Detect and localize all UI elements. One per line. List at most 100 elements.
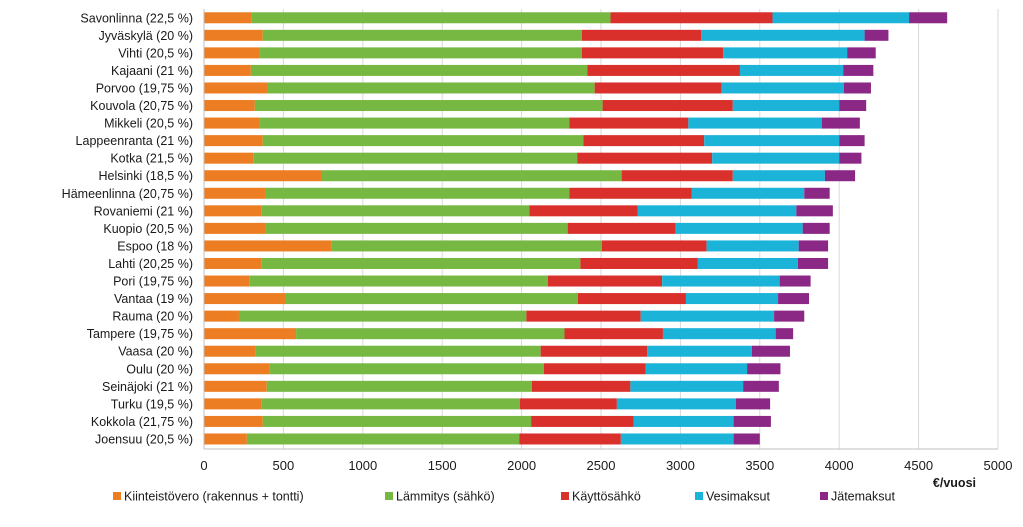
bar-segment xyxy=(204,12,252,24)
bar-segment xyxy=(204,433,247,445)
bar-segment xyxy=(735,398,771,410)
bar-segment xyxy=(266,380,532,392)
bar-segment xyxy=(804,187,830,199)
legend-swatch xyxy=(820,492,828,500)
bar-segment xyxy=(616,398,736,410)
bar-segment xyxy=(255,345,541,357)
x-tick-label: 4000 xyxy=(825,458,854,473)
legend: Kiinteistövero (rakennus + tontti) Lämmit… xyxy=(113,490,895,504)
bar-segment xyxy=(594,82,722,94)
bar-segment xyxy=(723,47,848,59)
legend-label: Vesimaksut xyxy=(706,490,770,504)
bar-segment xyxy=(843,82,871,94)
bar-segment xyxy=(259,47,582,59)
bar-segment xyxy=(721,82,844,94)
x-tick-label: 4500 xyxy=(904,458,933,473)
x-tick-label: 0 xyxy=(200,458,207,473)
category-labels: Savonlinna (22,5 %) Jyväskylä (20 %) Vihti… xyxy=(62,11,193,446)
bar-segment xyxy=(839,152,862,164)
bar-segment xyxy=(706,240,799,252)
bar-segment xyxy=(581,47,724,59)
category-label: Tampere (19,75 %) xyxy=(87,327,193,341)
bar-segment xyxy=(519,433,621,445)
x-tick-label: 2500 xyxy=(587,458,616,473)
bar-segment xyxy=(772,12,910,24)
bar-segment xyxy=(529,205,638,217)
bar-segment xyxy=(601,240,707,252)
bar-segment xyxy=(581,29,702,41)
bar-segment xyxy=(751,345,790,357)
x-unit-label: €/vuosi xyxy=(933,476,976,490)
bar-segment xyxy=(567,222,676,234)
x-tick-label: 1000 xyxy=(348,458,377,473)
category-label: Helsinki (18,5 %) xyxy=(99,169,193,183)
category-label: Turku (19,5 %) xyxy=(111,397,193,411)
bar-segment xyxy=(701,29,865,41)
bar-segment xyxy=(204,170,322,182)
bar-segment xyxy=(577,293,686,305)
x-tick-label: 5000 xyxy=(984,458,1013,473)
bar-segment xyxy=(587,64,740,76)
axes: 0 500 1000 1500 2000 2500 3000 3500 4000 4500 5000… xyxy=(200,9,1012,490)
bar-segment xyxy=(739,64,844,76)
bar-segment xyxy=(254,100,603,112)
bar-segment xyxy=(204,47,260,59)
x-tick-label: 3000 xyxy=(666,458,695,473)
bar-segment xyxy=(569,117,689,129)
category-label: Oulu (20 %) xyxy=(126,362,193,376)
bar-segment xyxy=(774,310,805,322)
x-tick-label: 500 xyxy=(273,458,295,473)
bar-segment xyxy=(261,257,581,269)
bar-segment xyxy=(531,380,631,392)
bar-segment xyxy=(204,257,262,269)
bar-segment xyxy=(321,170,622,182)
legend-label: Lämmitys (sähkö) xyxy=(396,490,495,504)
category-label: Pori (19,75 %) xyxy=(113,275,193,289)
bar-segment xyxy=(733,415,771,427)
category-label: Mikkeli (20,5 %) xyxy=(104,117,193,131)
category-label: Kajaani (21 %) xyxy=(111,64,193,78)
legend-item: Käyttösähkö xyxy=(561,490,641,504)
bar-segment xyxy=(564,328,663,340)
bar-segment xyxy=(688,117,822,129)
category-label: Porvoo (19,75 %) xyxy=(96,81,193,95)
category-label: Seinäjoki (21 %) xyxy=(102,380,193,394)
bar-segment xyxy=(250,64,588,76)
bar-segment xyxy=(204,293,285,305)
bar-segment xyxy=(620,433,734,445)
bar-segment xyxy=(204,29,263,41)
bar-segment xyxy=(204,398,262,410)
bar-segment xyxy=(662,275,780,287)
bar-segment xyxy=(821,117,860,129)
bar-segment xyxy=(204,275,250,287)
bar-segment xyxy=(580,257,698,269)
bar-segment xyxy=(796,205,833,217)
bar-segment xyxy=(847,47,876,59)
bar-segment xyxy=(204,135,263,147)
bar-segment xyxy=(246,433,520,445)
bar-segment xyxy=(864,29,889,41)
bar-segment xyxy=(204,380,267,392)
bar-segment xyxy=(778,293,810,305)
category-label: Jyväskylä (20 %) xyxy=(99,29,193,43)
bar-segment xyxy=(284,293,578,305)
legend-swatch xyxy=(561,492,569,500)
x-tick-label: 3500 xyxy=(745,458,774,473)
legend-label: Jätemaksut xyxy=(831,490,895,504)
bar-segment xyxy=(602,100,733,112)
x-tick-label: 2000 xyxy=(507,458,536,473)
bar-segment xyxy=(779,275,811,287)
bar-segment xyxy=(839,100,867,112)
bar-segment xyxy=(675,222,803,234)
bar-segment xyxy=(610,12,773,24)
bar-segment xyxy=(267,82,595,94)
bar-segment xyxy=(645,363,748,375)
bar-segment xyxy=(540,345,648,357)
bar-segment xyxy=(204,152,254,164)
bar-segment xyxy=(839,135,865,147)
bar-segment xyxy=(204,240,332,252)
bar-segment xyxy=(269,363,544,375)
bar-segment xyxy=(204,415,263,427)
bar-segment xyxy=(251,12,611,24)
